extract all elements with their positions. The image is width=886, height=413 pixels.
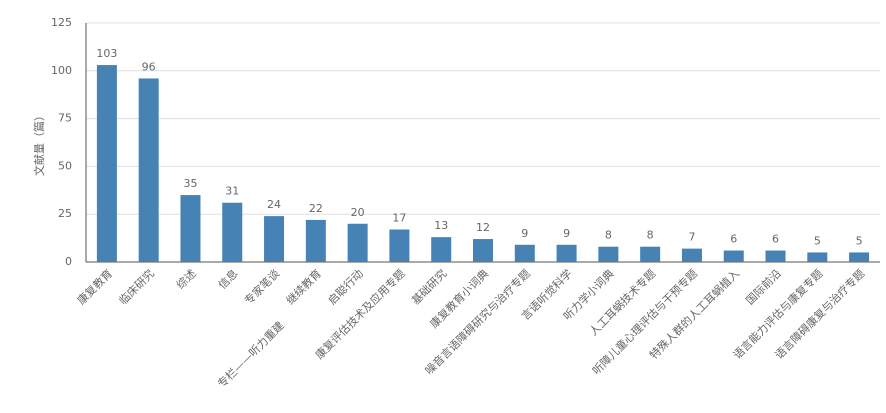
x-tick-label: 临床研究	[116, 266, 157, 307]
bar	[389, 229, 410, 262]
value-label: 8	[647, 229, 654, 242]
y-tick-label: 75	[58, 112, 72, 125]
value-label: 103	[96, 47, 117, 60]
bar	[431, 237, 452, 262]
y-tick-label: 125	[51, 16, 72, 29]
value-label: 8	[605, 229, 612, 242]
bar	[556, 244, 577, 262]
value-label: 7	[688, 231, 695, 244]
x-tick-label: 信息	[215, 266, 240, 291]
value-label: 13	[434, 219, 448, 232]
y-tick-label: 25	[58, 207, 72, 220]
bar	[180, 195, 201, 262]
x-tick-label: 专家笔谈	[241, 266, 282, 307]
bar	[598, 246, 619, 262]
bar	[222, 202, 243, 262]
value-label: 20	[351, 206, 365, 219]
y-axis-label: 文献量（篇）	[32, 110, 46, 176]
value-label: 35	[183, 177, 197, 190]
value-label: 9	[563, 227, 570, 240]
y-tick-label: 0	[65, 255, 72, 268]
y-tick-label: 100	[51, 64, 72, 77]
bar	[640, 246, 661, 262]
value-label: 24	[267, 198, 281, 211]
bar	[849, 252, 870, 262]
x-tick-label: 国际前沿	[743, 266, 784, 307]
value-label: 5	[814, 234, 821, 247]
value-label: 31	[225, 185, 239, 198]
bar	[514, 244, 535, 262]
bar	[138, 78, 159, 262]
bar	[473, 239, 493, 262]
bar	[347, 223, 368, 262]
bar	[723, 250, 744, 262]
value-label: 6	[730, 233, 737, 246]
bar	[96, 65, 117, 263]
value-label: 17	[392, 211, 406, 224]
x-tick-label: 综述	[173, 266, 198, 291]
value-label: 9	[521, 227, 528, 240]
x-tick-label: 专栏——听力重建	[215, 318, 287, 390]
y-tick-label: 50	[58, 159, 72, 172]
value-label: 6	[772, 233, 779, 246]
x-tick-label: 启聪行动	[325, 266, 366, 307]
x-tick-label: 康复教育	[74, 266, 115, 307]
x-tick-label: 基础研究	[408, 266, 449, 307]
value-label: 5	[856, 234, 863, 247]
bar	[264, 216, 285, 262]
value-label: 12	[476, 221, 490, 234]
x-tick-label: 继续教育	[283, 266, 324, 307]
bar	[305, 219, 326, 262]
bar	[681, 248, 702, 262]
bar	[807, 252, 828, 262]
value-label: 96	[142, 60, 156, 73]
bar	[765, 250, 786, 262]
value-label: 22	[309, 202, 323, 215]
